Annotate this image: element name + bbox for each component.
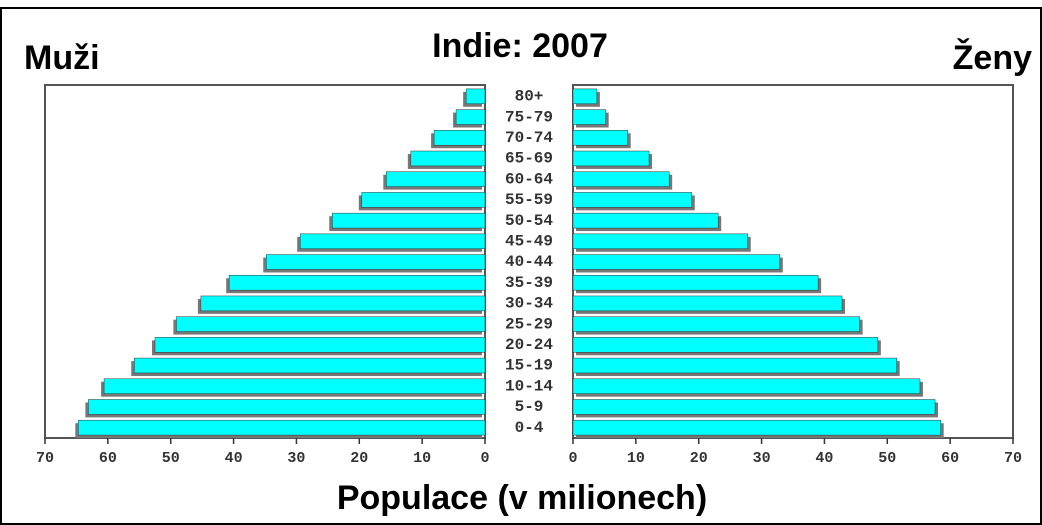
bar	[572, 150, 650, 167]
bar	[103, 378, 486, 394]
bar	[455, 109, 486, 125]
category-label: 75-79	[505, 108, 553, 126]
bar	[572, 399, 936, 415]
bar	[572, 254, 781, 270]
category-label: 30-34	[505, 295, 553, 313]
category-label: 5-9	[515, 398, 544, 416]
category-label: 20-24	[505, 336, 553, 354]
bar	[465, 88, 486, 105]
x-tick-label: 50	[162, 450, 180, 467]
bar	[134, 357, 486, 374]
category-label: 70-74	[505, 129, 553, 147]
bar	[572, 130, 628, 146]
legend-left: Muži	[24, 39, 100, 77]
x-tick-label: 70	[1004, 450, 1022, 467]
bar	[176, 316, 486, 332]
x-tick-label: 0	[480, 450, 489, 467]
x-tick-label: 70	[36, 450, 54, 467]
x-tick-label: 20	[350, 450, 368, 467]
bar	[266, 254, 486, 270]
bar	[410, 150, 486, 167]
x-tick-label: 30	[753, 450, 771, 467]
bar	[572, 88, 598, 105]
bar	[572, 378, 921, 394]
category-label: 45-49	[505, 233, 553, 251]
x-tick-label: 60	[941, 450, 959, 467]
x-tick-label: 10	[413, 450, 431, 467]
bar	[386, 171, 486, 187]
chart-title: Indie: 2007	[432, 27, 608, 65]
bar	[154, 337, 486, 353]
x-tick-label: 20	[690, 450, 708, 467]
bar	[572, 419, 941, 436]
category-label: 0-4	[515, 419, 544, 437]
x-tick-label: 40	[225, 450, 243, 467]
x-axis-label: Populace (v milionech)	[337, 479, 707, 517]
bar	[572, 337, 879, 353]
category-label: 40-44	[505, 253, 553, 271]
legend-right: Ženy	[953, 39, 1032, 77]
bar	[572, 233, 748, 249]
category-label: 60-64	[505, 170, 553, 188]
bar	[572, 295, 843, 312]
bar	[572, 109, 606, 125]
category-label: 35-39	[505, 274, 553, 292]
bar	[228, 275, 486, 291]
category-label: 55-59	[505, 191, 553, 209]
bar	[88, 399, 486, 415]
category-label: 15-19	[505, 357, 553, 375]
bar	[299, 233, 486, 249]
bar	[200, 295, 486, 312]
category-label: 80+	[515, 88, 544, 106]
bar	[572, 275, 819, 291]
category-label: 65-69	[505, 150, 553, 168]
x-tick-label: 0	[568, 450, 577, 467]
x-tick-label: 40	[815, 450, 833, 467]
category-label: 50-54	[505, 212, 553, 230]
category-label: 25-29	[505, 315, 553, 333]
bar	[572, 357, 897, 374]
bar	[361, 192, 486, 208]
bar	[572, 316, 860, 332]
category-label: 10-14	[505, 377, 553, 395]
bar	[332, 212, 486, 229]
x-tick-label: 10	[627, 450, 645, 467]
x-tick-label: 50	[878, 450, 896, 467]
x-tick-label: 60	[99, 450, 117, 467]
bar	[572, 192, 693, 208]
x-tick-label: 30	[287, 450, 305, 467]
bar	[572, 171, 670, 187]
bar	[78, 419, 486, 436]
bar	[572, 212, 719, 229]
bar	[433, 130, 486, 146]
